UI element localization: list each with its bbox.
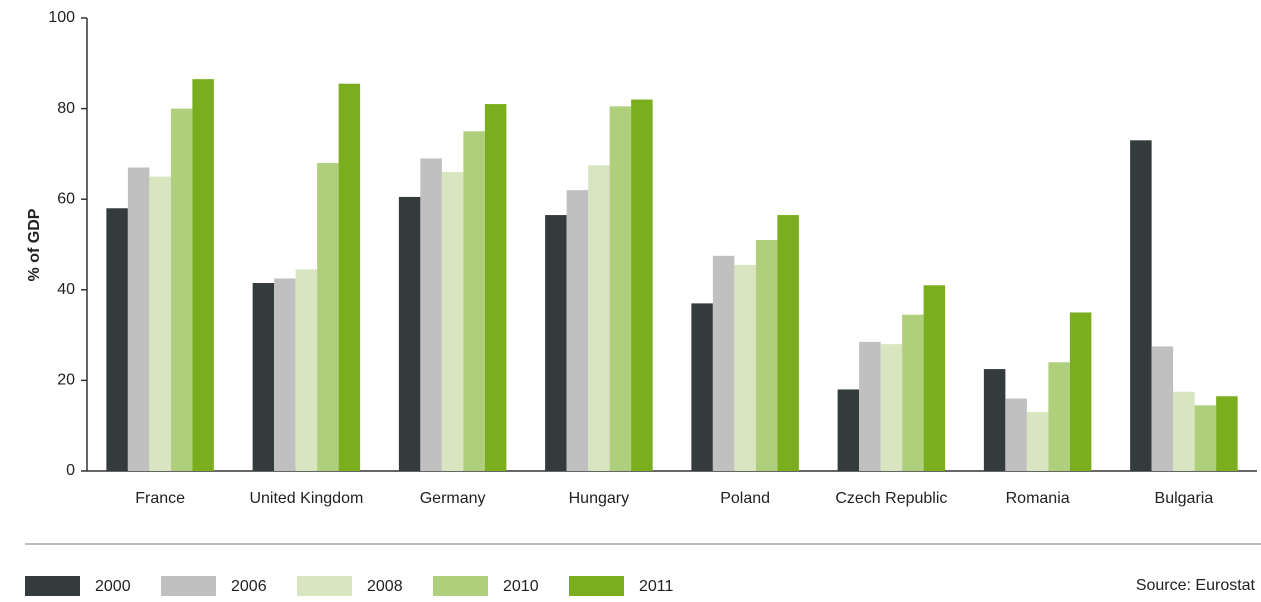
bar [1048,362,1070,471]
bar [1026,412,1049,471]
bar [923,285,946,471]
bar [983,369,1006,471]
x-tick-label: Hungary [569,490,629,507]
bar [691,303,713,471]
bar [712,255,735,471]
legend-label: 2000 [95,578,131,595]
legend-swatch [25,576,80,596]
bar [545,215,567,471]
bar [441,172,464,471]
y-tick-label: 0 [66,462,75,479]
bar [420,158,442,471]
bar [631,99,653,471]
bar [859,341,881,471]
bar [1005,398,1027,471]
legend-label: 2010 [503,578,539,595]
bar [588,165,610,471]
bar [609,106,632,472]
bar [902,314,924,471]
x-tick-label: Germany [420,490,486,507]
bar [252,283,275,471]
bar [170,108,193,471]
bar [837,389,860,471]
x-tick-label: Czech Republic [835,490,947,507]
bar [755,239,778,471]
bar [880,344,903,471]
legend-swatch [297,576,352,596]
bar [1173,391,1195,471]
bar [398,196,421,471]
x-tick-label: Romania [1006,490,1070,507]
bar [1216,396,1238,471]
legend-swatch [161,576,216,596]
bar [566,190,589,471]
bar [274,278,296,471]
y-tick-label: 80 [57,100,75,117]
bar [106,208,128,471]
source: Source: Eurostat [1136,577,1256,594]
bar [484,104,507,471]
x-tick-label: France [135,490,185,507]
bar [1130,140,1152,471]
bar [777,215,799,471]
y-tick-label: 60 [57,190,75,207]
bar [1151,346,1174,471]
bar [463,131,485,471]
bar [192,79,214,471]
x-tick-label: Poland [720,490,770,507]
x-tick-label: Bulgaria [1155,490,1214,507]
bar [338,83,361,471]
y-tick-label: 40 [57,281,75,298]
legend-label: 2011 [639,578,674,595]
legend-swatch [433,576,488,596]
bar [149,176,171,472]
y-tick-label: 100 [48,9,75,26]
legend-swatch [569,576,624,596]
bar [1194,405,1217,471]
bar [734,264,756,471]
bar [317,162,339,471]
y-tick-label: 20 [57,372,75,389]
bar [127,167,150,472]
legend-label: 2006 [231,578,267,595]
x-tick-label: United Kingdom [249,490,363,507]
legend-label: 2008 [367,578,403,595]
bar [1069,312,1092,471]
bar [295,269,318,471]
y-axis-label: % of GDP [26,208,43,281]
